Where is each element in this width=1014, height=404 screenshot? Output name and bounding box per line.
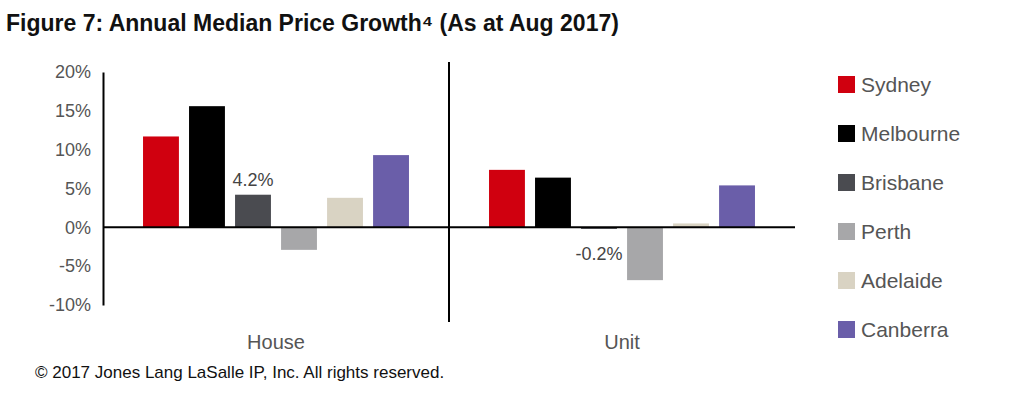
bar [327,198,363,228]
legend-label: Brisbane [861,171,944,194]
legend-label: Sydney [861,73,932,96]
y-tick-label: -10% [49,295,91,315]
title: Figure 7: Annual Median Price Growth⁴ (A… [6,10,619,36]
bar [627,227,663,280]
y-tick: 10% [55,140,103,160]
y-tick: 15% [55,101,103,121]
bar [535,178,571,228]
chart: Figure 7: Annual Median Price Growth⁴ (A… [0,0,1014,404]
legend: Sydney Melbourne Brisbane Perth Adelaide Canb… [838,73,960,341]
bar [143,136,179,227]
legend-label: Adelaide [861,269,943,292]
legend-swatch [838,321,855,338]
y-tick: 20% [55,62,103,82]
y-axis-line [103,73,105,306]
y-axis: -10% -5% 0% 5% 10% 15% 20% [49,62,104,315]
bar [281,227,317,250]
legend-label: Melbourne [861,122,960,145]
y-tick: -5% [59,256,103,276]
y-tick-label: 10% [55,140,91,160]
y-tick-label: 0% [65,218,91,238]
legend-swatch [838,272,855,289]
bar [189,106,225,227]
footnote: © 2017 Jones Lang LaSalle IP, Inc. All r… [35,363,444,382]
y-tick-label: -5% [59,256,91,276]
legend-swatch [838,76,855,93]
y-tick: 5% [65,179,103,199]
data-label: -0.2% [575,244,622,264]
bar [489,170,525,227]
y-tick: -10% [49,295,103,315]
legend-label: Perth [861,220,911,243]
category-label: House [247,331,305,353]
y-tick-label: 20% [55,62,91,82]
y-tick: 0% [65,218,103,238]
group-divider [448,62,450,322]
bar [373,155,409,227]
bar [719,185,755,227]
legend-label: Canberra [861,318,949,341]
y-tick-label: 15% [55,101,91,121]
legend-swatch [838,174,855,191]
legend-swatch [838,125,855,142]
legend-swatch [838,223,855,240]
y-tick-label: 5% [65,179,91,199]
category-label: Unit [604,331,640,353]
bar [235,195,271,228]
data-label: 4.2% [232,170,273,190]
